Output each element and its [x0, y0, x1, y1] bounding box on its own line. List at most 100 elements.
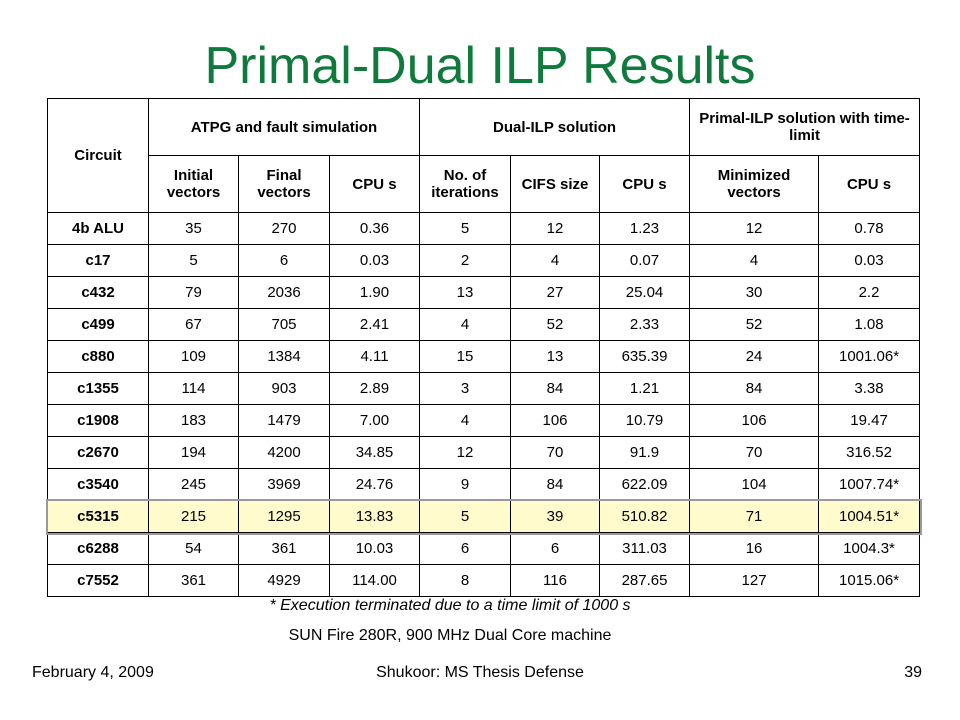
table-cell: 316.52 [818, 436, 921, 469]
table-cell: 71 [689, 500, 820, 533]
table-row: c5315 215 1295 13.83 5 39 510.82 71 1004.51* [45, 498, 922, 535]
machine-info: SUN Fire 280R, 900 MHz Dual Core machine [288, 627, 612, 644]
table-cell: 34.85 [329, 436, 420, 469]
table-cell: 245 [148, 468, 239, 501]
table-cell: 270 [238, 212, 330, 245]
table-cell: 4200 [238, 436, 330, 469]
circuit-name-cell: c1355 [47, 372, 149, 405]
table-cell: 67 [148, 308, 239, 341]
circuit-name-cell: c880 [47, 340, 149, 373]
table-cell: 8 [419, 564, 511, 597]
table-cell: 106 [510, 404, 600, 437]
table-cell: 70 [510, 436, 600, 469]
table-cell: 361 [148, 564, 239, 597]
table-cell: 3.38 [818, 372, 921, 405]
table-cell: 10.79 [598, 404, 691, 437]
table-row: c17 5 6 0.03 2 4 0.07 4 0.03 [47, 244, 921, 277]
header-circuit: Circuit [47, 98, 149, 213]
table-cell: 52 [510, 308, 600, 341]
table-cell: 4.11 [329, 340, 420, 373]
footer-center: Shukoor: MS Thesis Defense [376, 664, 584, 681]
table-cell: 903 [238, 372, 330, 405]
table-cell: 5 [148, 244, 239, 277]
table-cell: 24.76 [329, 468, 420, 501]
circuit-name-cell: c6288 [47, 532, 149, 565]
header-cpu-atpg: CPU s [329, 155, 420, 213]
table-cell: 70 [689, 436, 820, 469]
table-cell: 2 [419, 244, 511, 277]
table-cell: 24 [689, 340, 820, 373]
table-cell: 0.03 [329, 244, 420, 277]
table-row: c6288 54 361 10.03 6 6 311.03 16 1004.3* [47, 532, 921, 565]
table-cell: 54 [148, 532, 239, 565]
circuit-name-cell: c5315 [47, 500, 149, 533]
table-cell: 19.47 [818, 404, 921, 437]
table-cell: 27 [510, 276, 600, 309]
table-cell: 1004.3* [818, 532, 921, 565]
table-cell: 4 [689, 244, 820, 277]
table-cell: 114.00 [329, 564, 420, 597]
table-row: c432 79 2036 1.90 13 27 25.04 30 2.2 [47, 276, 921, 309]
table-cell: 287.65 [598, 564, 691, 597]
circuit-name-cell: c7552 [47, 564, 149, 597]
table-cell: 35 [148, 212, 239, 245]
table-cell: 13.83 [329, 500, 420, 533]
header-group-dual: Dual-ILP solution [418, 98, 691, 156]
table-cell: 39 [510, 500, 600, 533]
table-cell: 2.41 [329, 308, 420, 341]
table-cell: 12 [689, 212, 820, 245]
table-cell: 3 [419, 372, 511, 405]
circuit-name-cell: 4b ALU [47, 212, 149, 245]
table-cell: 12 [510, 212, 600, 245]
circuit-name-cell: c432 [47, 276, 149, 309]
table-cell: 84 [510, 468, 600, 501]
circuit-name-cell: c499 [47, 308, 149, 341]
table-cell: 114 [148, 372, 239, 405]
table-cell: 0.07 [598, 244, 691, 277]
table-cell: 4 [419, 404, 511, 437]
table-cell: 9 [419, 468, 511, 501]
header-final-vectors: Final vectors [238, 155, 330, 213]
table-cell: 311.03 [598, 532, 691, 565]
table-cell: 1004.51* [818, 500, 921, 533]
table-cell: 215 [148, 500, 239, 533]
table-cell: 84 [510, 372, 600, 405]
table-cell: 1.90 [329, 276, 420, 309]
table-cell: 510.82 [598, 500, 691, 533]
table-row: c499 67 705 2.41 4 52 2.33 52 1.08 [47, 308, 921, 341]
table-cell: 0.36 [329, 212, 420, 245]
table-cell: 6 [419, 532, 511, 565]
header-minimized-vectors: Minimized vectors [689, 155, 820, 213]
table-cell: 25.04 [598, 276, 691, 309]
table-cell: 1001.06* [818, 340, 921, 373]
header-cpu-dual: CPU s [598, 155, 691, 213]
table-cell: 4 [419, 308, 511, 341]
table-cell: 5 [419, 500, 511, 533]
table-cell: 183 [148, 404, 239, 437]
header-cifs-size: CIFS size [510, 155, 600, 213]
table-cell: 4929 [238, 564, 330, 597]
table-cell: 1015.06* [818, 564, 921, 597]
header-iterations: No. of iterations [419, 155, 511, 213]
table-cell: 7.00 [329, 404, 420, 437]
table-cell: 52 [689, 308, 820, 341]
table-cell: 84 [689, 372, 820, 405]
circuit-name-cell: c1908 [47, 404, 149, 437]
footer-date: February 4, 2009 [32, 664, 154, 681]
table-cell: 635.39 [598, 340, 691, 373]
circuit-name-cell: c3540 [47, 468, 149, 501]
table-cell: 127 [689, 564, 820, 597]
table-cell: 1.21 [598, 372, 691, 405]
table-cell: 705 [238, 308, 330, 341]
table-cell: 6 [238, 244, 330, 277]
table-cell: 79 [148, 276, 239, 309]
table-cell: 361 [238, 532, 330, 565]
footer-page-number: 39 [904, 664, 922, 681]
table-row: c7552 361 4929 114.00 8 116 287.65 127 1015.06* [47, 564, 921, 597]
table-cell: 0.03 [818, 244, 921, 277]
circuit-name-cell: c2670 [47, 436, 149, 469]
table-cell: 15 [419, 340, 511, 373]
table-cell: 13 [510, 340, 600, 373]
table-row: c2670 194 4200 34.85 12 70 91.9 70 316.52 [47, 436, 921, 469]
table-cell: 91.9 [598, 436, 691, 469]
